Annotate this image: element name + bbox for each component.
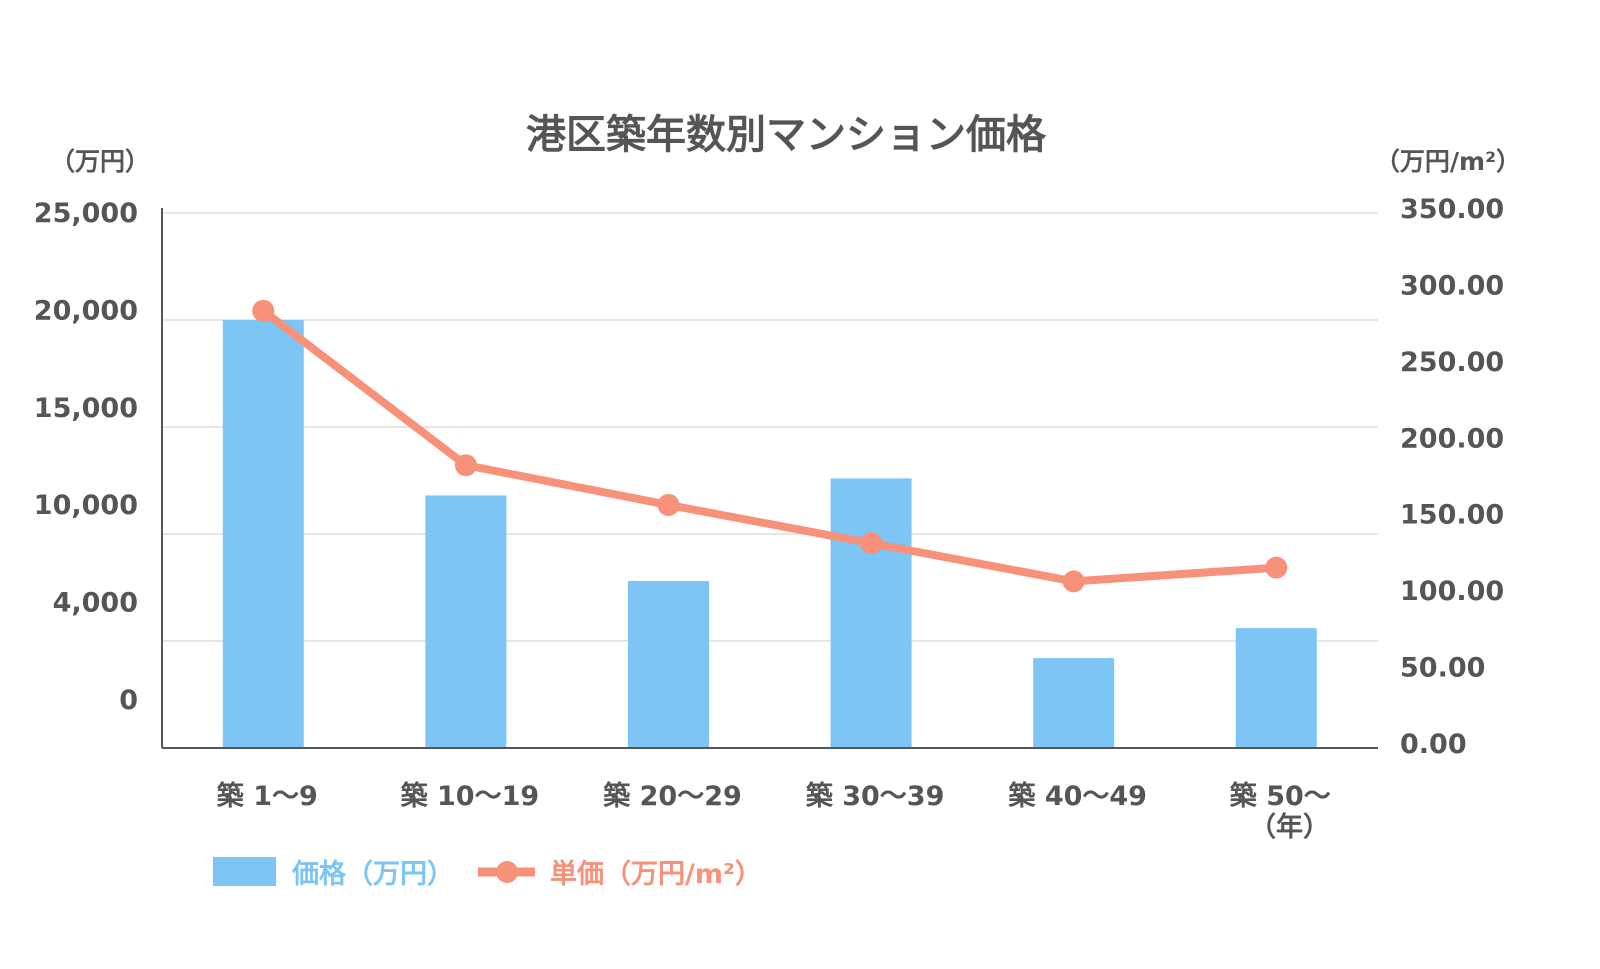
line-series [252,299,1288,593]
line-point [1062,570,1085,593]
left-tick-label: 20,000 [34,295,138,326]
left-tick-label: 4,000 [53,588,138,619]
line-point [1265,556,1288,579]
x-tick-label: 築 40〜49 [1007,780,1147,812]
left-axis-ticks: 25,000 20,000 15,000 10,000 4,000 0 [34,198,138,716]
right-tick-label: 350.00 [1400,194,1504,225]
bar [830,478,912,748]
line-path [260,307,1277,586]
legend-line-label: 単価（万円/m²） [550,858,762,890]
right-tick-label: 250.00 [1400,347,1504,378]
right-axis-unit: （万円/m²） [1375,147,1521,176]
left-tick-label: 15,000 [34,393,138,424]
x-tick-label: 築 10〜19 [400,780,540,812]
x-tick-label: 築 50〜 [1229,780,1331,812]
line-point [657,493,680,516]
x-tick-label: 築 20〜29 [602,780,742,812]
legend: 価格（万円） 単価（万円/m²） [213,857,762,890]
right-tick-label: 100.00 [1400,576,1504,607]
bar [222,320,304,748]
bar-series [222,320,1317,748]
chart-title: 港区築年数別マンション価格 [526,112,1047,158]
left-tick-label: 25,000 [34,198,138,229]
right-tick-label: 0.00 [1400,729,1467,760]
right-tick-label: 50.00 [1400,653,1485,684]
right-tick-label: 200.00 [1400,423,1504,454]
legend-bar-label: 価格（万円） [291,859,454,890]
legend-line-marker [496,861,518,883]
x-tick-label: 築 1〜9 [216,780,318,812]
axes [161,208,1378,749]
bar [1033,658,1115,748]
left-axis-unit: （万円） [50,147,150,176]
bar [628,581,709,748]
x-tick-label: 築 30〜39 [805,780,945,812]
right-tick-label: 300.00 [1400,270,1504,301]
x-axis-unit: （年） [1249,811,1330,843]
line-point [860,532,883,555]
right-tick-label: 150.00 [1400,500,1504,531]
line-point [252,299,275,322]
bar [425,495,507,748]
x-axis-ticks: 築 1〜9 築 10〜19 築 20〜29 築 30〜39 築 40〜49 築 50〜 [216,780,1331,812]
left-tick-label: 10,000 [34,490,138,521]
line-point [454,454,477,477]
legend-bar-swatch [213,857,276,886]
bar [1235,628,1317,748]
right-axis-ticks: 350.00 300.00 250.00 200.00 150.00 100.00 50.0… [1400,194,1504,760]
gridlines [162,212,1378,642]
left-tick-label: 0 [119,685,138,716]
